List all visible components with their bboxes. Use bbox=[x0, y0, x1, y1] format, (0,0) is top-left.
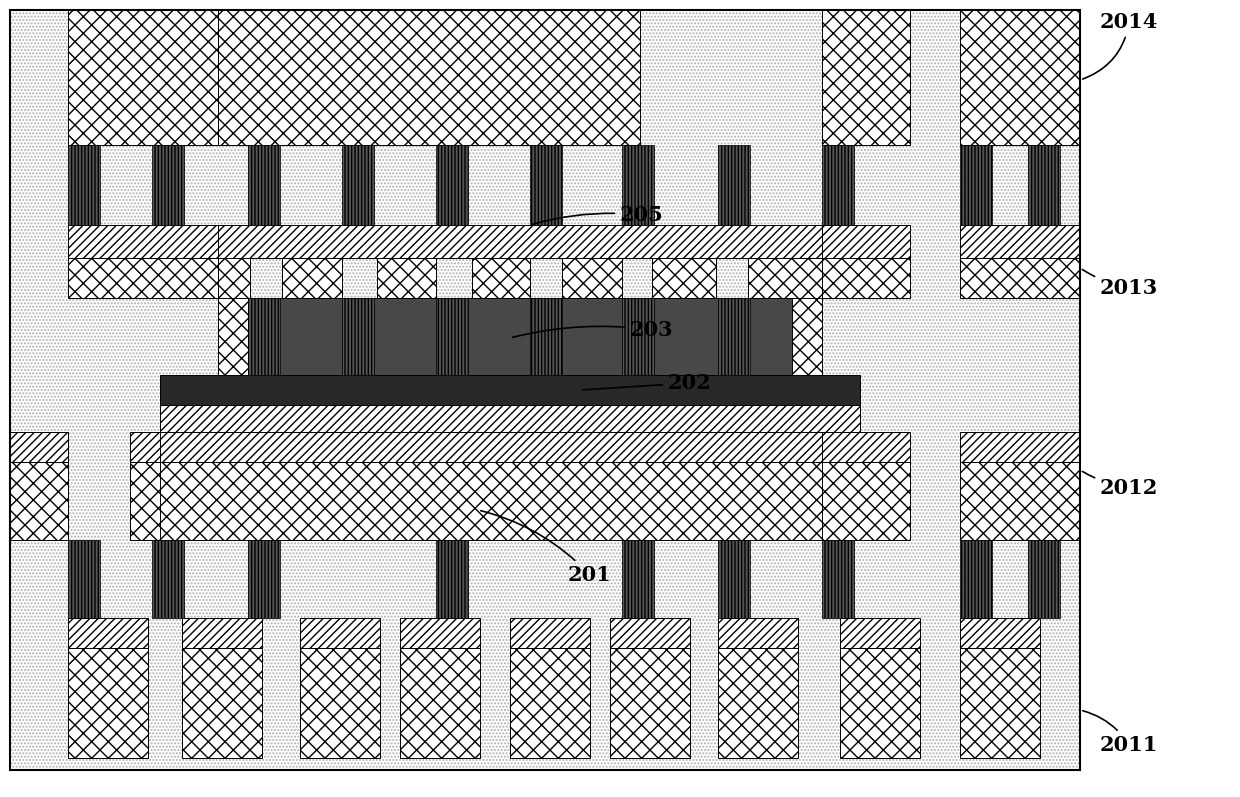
Bar bbox=[436, 145, 467, 225]
Bar bbox=[529, 145, 562, 225]
Bar bbox=[718, 540, 750, 618]
Bar bbox=[960, 462, 1080, 540]
Bar bbox=[562, 258, 622, 298]
Bar bbox=[622, 145, 653, 225]
Bar bbox=[68, 10, 218, 145]
Bar bbox=[300, 648, 379, 758]
Bar bbox=[718, 298, 750, 375]
Bar bbox=[160, 405, 861, 432]
Bar bbox=[300, 618, 379, 648]
Bar bbox=[472, 258, 529, 298]
Bar bbox=[68, 258, 218, 298]
Bar bbox=[401, 648, 480, 758]
Bar bbox=[377, 258, 436, 298]
Bar bbox=[281, 258, 342, 298]
Bar bbox=[248, 540, 280, 618]
Bar bbox=[401, 618, 480, 648]
Bar bbox=[248, 298, 280, 375]
Bar bbox=[718, 648, 799, 758]
Bar bbox=[153, 145, 184, 225]
Bar bbox=[342, 145, 374, 225]
Bar bbox=[839, 618, 920, 648]
Bar bbox=[822, 432, 910, 462]
Bar bbox=[218, 10, 640, 145]
Bar bbox=[68, 225, 218, 258]
Bar bbox=[822, 540, 854, 618]
Bar bbox=[130, 432, 218, 462]
Bar bbox=[510, 618, 590, 648]
Bar bbox=[822, 225, 910, 258]
Bar bbox=[68, 540, 100, 618]
Bar bbox=[182, 618, 262, 648]
Bar bbox=[153, 540, 184, 618]
Text: 2014: 2014 bbox=[1083, 12, 1158, 79]
Bar bbox=[1028, 540, 1060, 618]
Bar bbox=[68, 145, 100, 225]
Bar bbox=[248, 145, 280, 225]
Bar bbox=[436, 540, 467, 618]
Bar bbox=[10, 432, 68, 462]
Bar bbox=[160, 462, 861, 540]
Bar bbox=[10, 462, 68, 540]
Bar bbox=[160, 432, 861, 462]
Text: 202: 202 bbox=[583, 373, 712, 393]
Bar bbox=[130, 462, 218, 540]
Bar bbox=[960, 10, 1080, 145]
Bar bbox=[960, 225, 1080, 258]
Bar bbox=[718, 618, 799, 648]
Text: 2013: 2013 bbox=[1083, 269, 1158, 298]
Bar bbox=[510, 648, 590, 758]
Bar bbox=[218, 258, 250, 298]
Bar bbox=[610, 618, 689, 648]
Bar bbox=[822, 10, 910, 145]
Bar bbox=[960, 145, 992, 225]
Bar bbox=[622, 298, 653, 375]
Bar bbox=[10, 10, 1080, 770]
Bar bbox=[748, 258, 822, 298]
Bar bbox=[342, 298, 374, 375]
Bar bbox=[960, 648, 1040, 758]
Bar bbox=[960, 258, 1080, 298]
Bar bbox=[839, 648, 920, 758]
Bar bbox=[792, 298, 822, 375]
Bar bbox=[652, 258, 715, 298]
Bar bbox=[182, 648, 262, 758]
Text: 201: 201 bbox=[481, 511, 611, 585]
Bar bbox=[960, 618, 1040, 648]
Bar bbox=[436, 298, 467, 375]
Text: 205: 205 bbox=[533, 205, 663, 225]
Bar bbox=[68, 618, 148, 648]
Bar bbox=[822, 145, 854, 225]
Bar bbox=[960, 540, 992, 618]
Bar bbox=[160, 375, 861, 405]
Bar bbox=[622, 540, 653, 618]
Bar bbox=[822, 462, 910, 540]
Bar bbox=[1028, 145, 1060, 225]
Bar bbox=[218, 225, 822, 258]
Bar bbox=[610, 648, 689, 758]
Text: 203: 203 bbox=[512, 320, 673, 340]
Bar bbox=[822, 258, 910, 298]
Bar bbox=[218, 298, 822, 375]
Bar bbox=[218, 298, 248, 375]
Bar bbox=[718, 145, 750, 225]
Text: 2011: 2011 bbox=[1083, 711, 1158, 755]
Text: 2012: 2012 bbox=[1083, 471, 1158, 498]
Bar bbox=[68, 648, 148, 758]
Bar bbox=[960, 432, 1080, 462]
Bar bbox=[529, 298, 562, 375]
Bar bbox=[10, 10, 1080, 770]
